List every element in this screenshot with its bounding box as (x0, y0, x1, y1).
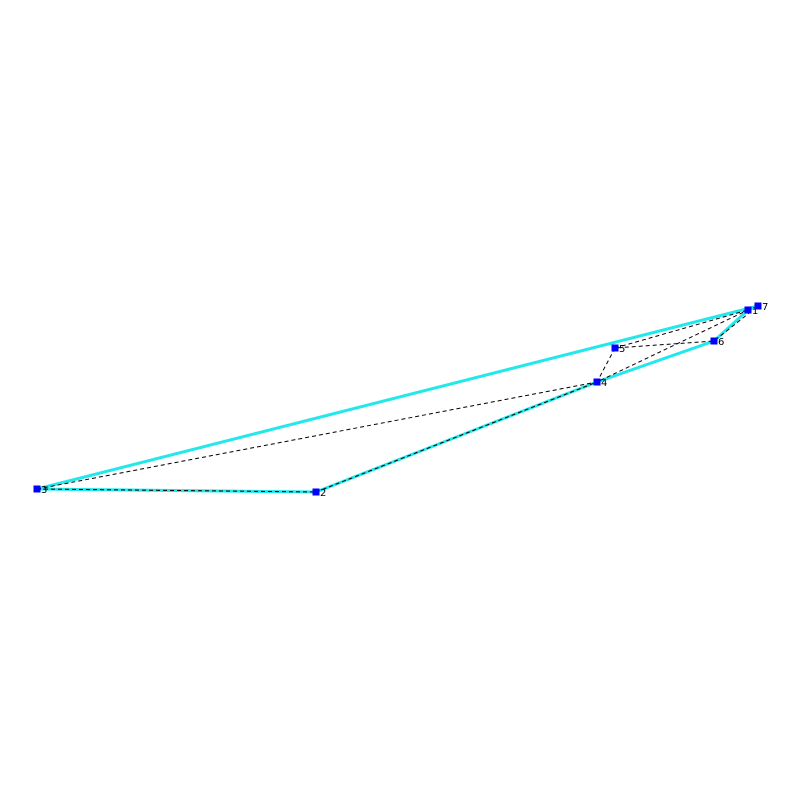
node-label: 2 (320, 488, 326, 499)
hull-outline (36, 304, 759, 494)
node-label: 5 (619, 344, 625, 355)
node-label: 4 (601, 378, 607, 389)
node-marker (312, 488, 320, 496)
node-marker (611, 344, 619, 352)
node-marker (710, 337, 718, 345)
dashed-edge (315, 305, 759, 493)
node-label: 1 (752, 306, 758, 317)
node-label: 7 (762, 302, 768, 313)
node-label: 3 (41, 485, 47, 496)
node-marker (33, 485, 41, 493)
nodes: 1 2 3 4 5 6 7 (33, 302, 768, 499)
node-marker (744, 306, 752, 314)
node-marker (754, 302, 762, 310)
dashed-edge (36, 488, 317, 493)
edges (36, 304, 759, 494)
node-marker (593, 378, 601, 386)
node-label: 6 (718, 337, 724, 348)
dashed-edge (614, 309, 749, 349)
